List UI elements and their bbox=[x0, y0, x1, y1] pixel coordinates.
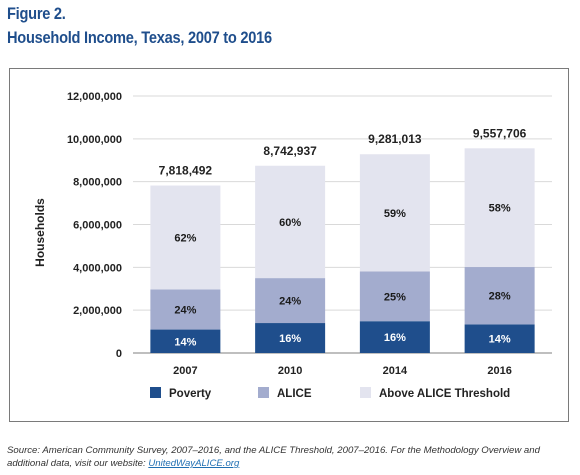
segment-label: 28% bbox=[489, 291, 511, 303]
segment-label: 58% bbox=[489, 203, 511, 215]
bar-segment bbox=[150, 289, 221, 330]
legend-label: Above ALICE Threshold bbox=[379, 388, 510, 400]
bar-segment bbox=[150, 185, 221, 290]
total-label: 8,742,937 bbox=[263, 144, 317, 158]
segment-label: 24% bbox=[279, 296, 301, 308]
source-text: Source: American Community Survey, 2007–… bbox=[7, 445, 540, 469]
segment-label: 16% bbox=[279, 333, 301, 345]
segment-label: 16% bbox=[384, 332, 406, 344]
y-tick-label: 8,000,000 bbox=[73, 177, 122, 189]
legend-swatch bbox=[150, 387, 161, 398]
segment-label: 60% bbox=[279, 217, 301, 229]
bar-segment bbox=[359, 321, 430, 353]
y-tick-label: 12,000,000 bbox=[67, 91, 122, 103]
segment-label: 14% bbox=[174, 336, 196, 348]
bar-segment bbox=[359, 154, 430, 272]
x-tick-label: 2016 bbox=[487, 365, 511, 377]
y-tick-label: 10,000,000 bbox=[67, 134, 122, 146]
x-tick-label: 2007 bbox=[173, 365, 197, 377]
chart-frame bbox=[9, 68, 569, 422]
segment-label: 59% bbox=[384, 208, 406, 220]
segment-label: 24% bbox=[174, 304, 196, 316]
total-label: 9,557,706 bbox=[473, 126, 527, 140]
segment-label: 62% bbox=[174, 232, 196, 244]
total-label: 9,281,013 bbox=[368, 132, 422, 146]
x-tick-label: 2010 bbox=[278, 365, 302, 377]
segment-label: 25% bbox=[384, 291, 406, 303]
bar-segment bbox=[464, 267, 535, 325]
bar-segment bbox=[359, 271, 430, 322]
bar-segment bbox=[255, 278, 326, 324]
stacked-bar-chart: 0 2,000,000 4,000,000 6,000,000 8,000,000 10,… bbox=[33, 91, 552, 400]
total-label: 7,818,492 bbox=[159, 164, 213, 178]
legend-label: Poverty bbox=[169, 388, 212, 400]
bar-segment bbox=[255, 165, 326, 279]
legend-swatch bbox=[360, 387, 371, 398]
figure-label: Figure 2. bbox=[7, 4, 66, 23]
legend-label: ALICE bbox=[277, 388, 312, 400]
source-note: Source: American Community Survey, 2007–… bbox=[7, 444, 573, 470]
bar-segment bbox=[464, 148, 535, 268]
figure-title: Household Income, Texas, 2007 to 2016 bbox=[7, 28, 272, 47]
x-tick-label: 2014 bbox=[383, 365, 408, 377]
source-link[interactable]: UnitedWayALICE.org bbox=[148, 458, 240, 469]
y-tick-label: 0 bbox=[116, 348, 122, 360]
segment-label: 14% bbox=[489, 334, 511, 346]
bar-segment bbox=[464, 324, 535, 353]
legend-swatch bbox=[258, 387, 269, 398]
y-tick-label: 6,000,000 bbox=[73, 220, 122, 232]
y-tick-label: 4,000,000 bbox=[73, 262, 122, 274]
y-axis-title: Households bbox=[33, 198, 47, 267]
bar-segment bbox=[255, 323, 326, 353]
y-tick-label: 2,000,000 bbox=[73, 305, 122, 317]
bar-segment bbox=[150, 329, 221, 353]
